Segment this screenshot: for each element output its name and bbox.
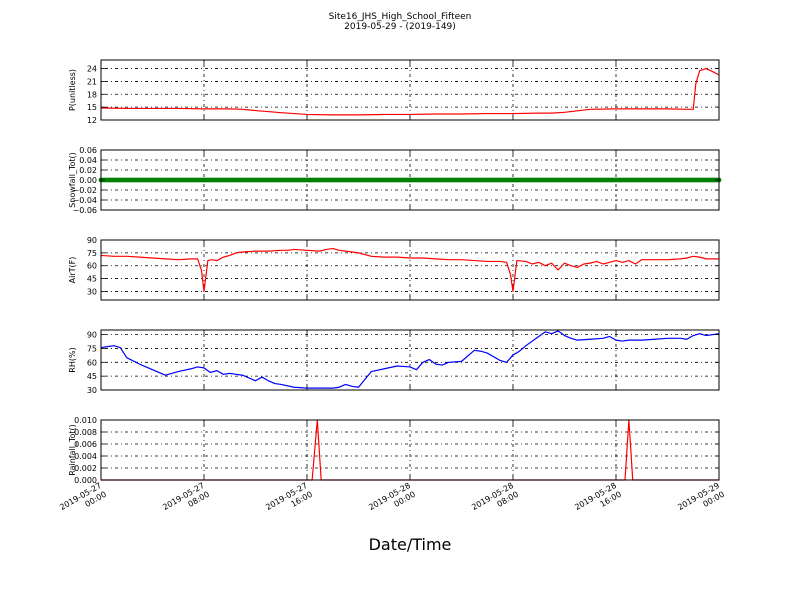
y-tick-label: 15 xyxy=(87,103,97,112)
y-tick-label: 60 xyxy=(87,262,97,271)
y-tick-label: 60 xyxy=(87,358,97,367)
subplot-1: 12 15 18 21 24 P(unitless) xyxy=(68,59,720,125)
y-tick-label: 0.002 xyxy=(74,464,97,473)
figure-subtitle: 2019-05-29 - (2019-149) xyxy=(344,22,456,32)
data-line xyxy=(100,67,720,116)
y-tick-label: 0.008 xyxy=(74,428,97,437)
y-tick-label: −0.04 xyxy=(72,196,97,205)
y-tick-label: 75 xyxy=(87,344,97,353)
y-ticks: 30 45 60 75 90 xyxy=(87,331,719,395)
y-tick-label: 0.04 xyxy=(79,156,97,165)
data-line xyxy=(100,330,720,389)
x-axis-label: Date/Time xyxy=(369,535,452,554)
subplot-5: 0.000 0.002 0.004 0.006 0.008 0.010Rainfall_T… xyxy=(68,416,720,485)
y-axis-label: RH(%) xyxy=(68,347,77,372)
y-ticks: 12 15 18 21 24 xyxy=(87,65,719,125)
y-tick-label: 0.000 xyxy=(74,476,97,485)
y-ticks: 30 45 60 75 90 xyxy=(87,236,719,296)
y-ticks: −0.06−0.04−0.020.000.020.040.06 xyxy=(72,146,719,215)
y-tick-label: 0.00 xyxy=(79,176,97,185)
y-tick-label: −0.06 xyxy=(72,206,97,215)
x-ticks xyxy=(100,60,720,120)
x-ticks xyxy=(100,420,720,480)
subplot-2: −0.06−0.04−0.020.000.020.040.06Snowfall_… xyxy=(68,146,722,215)
y-axis-label: AirT(F) xyxy=(68,257,77,284)
y-tick-label: −0.02 xyxy=(72,186,97,195)
y-ticks: 0.000 0.002 0.004 0.006 0.008 0.010 xyxy=(74,416,719,485)
data-line xyxy=(100,247,719,293)
x-ticks xyxy=(100,150,720,210)
data-points xyxy=(98,177,722,183)
y-tick-label: 90 xyxy=(87,236,97,245)
x-ticks xyxy=(100,240,720,300)
subplots-group: 1215182124P(unitless)−0.06−0.04−0.020.00… xyxy=(68,59,722,485)
y-tick-label: 30 xyxy=(87,287,97,296)
grid-lines xyxy=(101,330,719,390)
y-tick-label: 45 xyxy=(87,275,97,284)
x-ticks xyxy=(100,330,720,390)
figure-title: Site16_JHS_High_School_Fifteen xyxy=(329,12,472,22)
y-tick-label: 24 xyxy=(87,65,97,74)
y-tick-label: 18 xyxy=(87,90,97,99)
grid-lines xyxy=(101,420,719,480)
subplot-4: 30 45 60 75 90 RH(%) xyxy=(68,329,720,395)
y-tick-label: 45 xyxy=(87,372,97,381)
y-axis-label: Snowfall_Tot() xyxy=(68,152,77,208)
y-axis-label: Rainfall_Tot() xyxy=(68,424,77,476)
y-tick-label: 0.006 xyxy=(74,440,97,449)
y-axis-label: P(unitless) xyxy=(68,69,77,111)
y-tick-label: 90 xyxy=(87,331,97,340)
y-tick-label: 0.004 xyxy=(74,452,97,461)
subplot-3: 30 45 60 75 90 AirT(F) xyxy=(68,236,720,301)
y-tick-label: 12 xyxy=(87,116,97,125)
y-tick-label: 0.06 xyxy=(79,146,97,155)
y-tick-label: 21 xyxy=(87,77,97,86)
grid-lines xyxy=(101,60,719,120)
y-tick-label: 0.02 xyxy=(79,166,97,175)
y-tick-label: 75 xyxy=(87,249,97,258)
y-tick-label: 0.010 xyxy=(74,416,97,425)
y-tick-label: 30 xyxy=(87,386,97,395)
